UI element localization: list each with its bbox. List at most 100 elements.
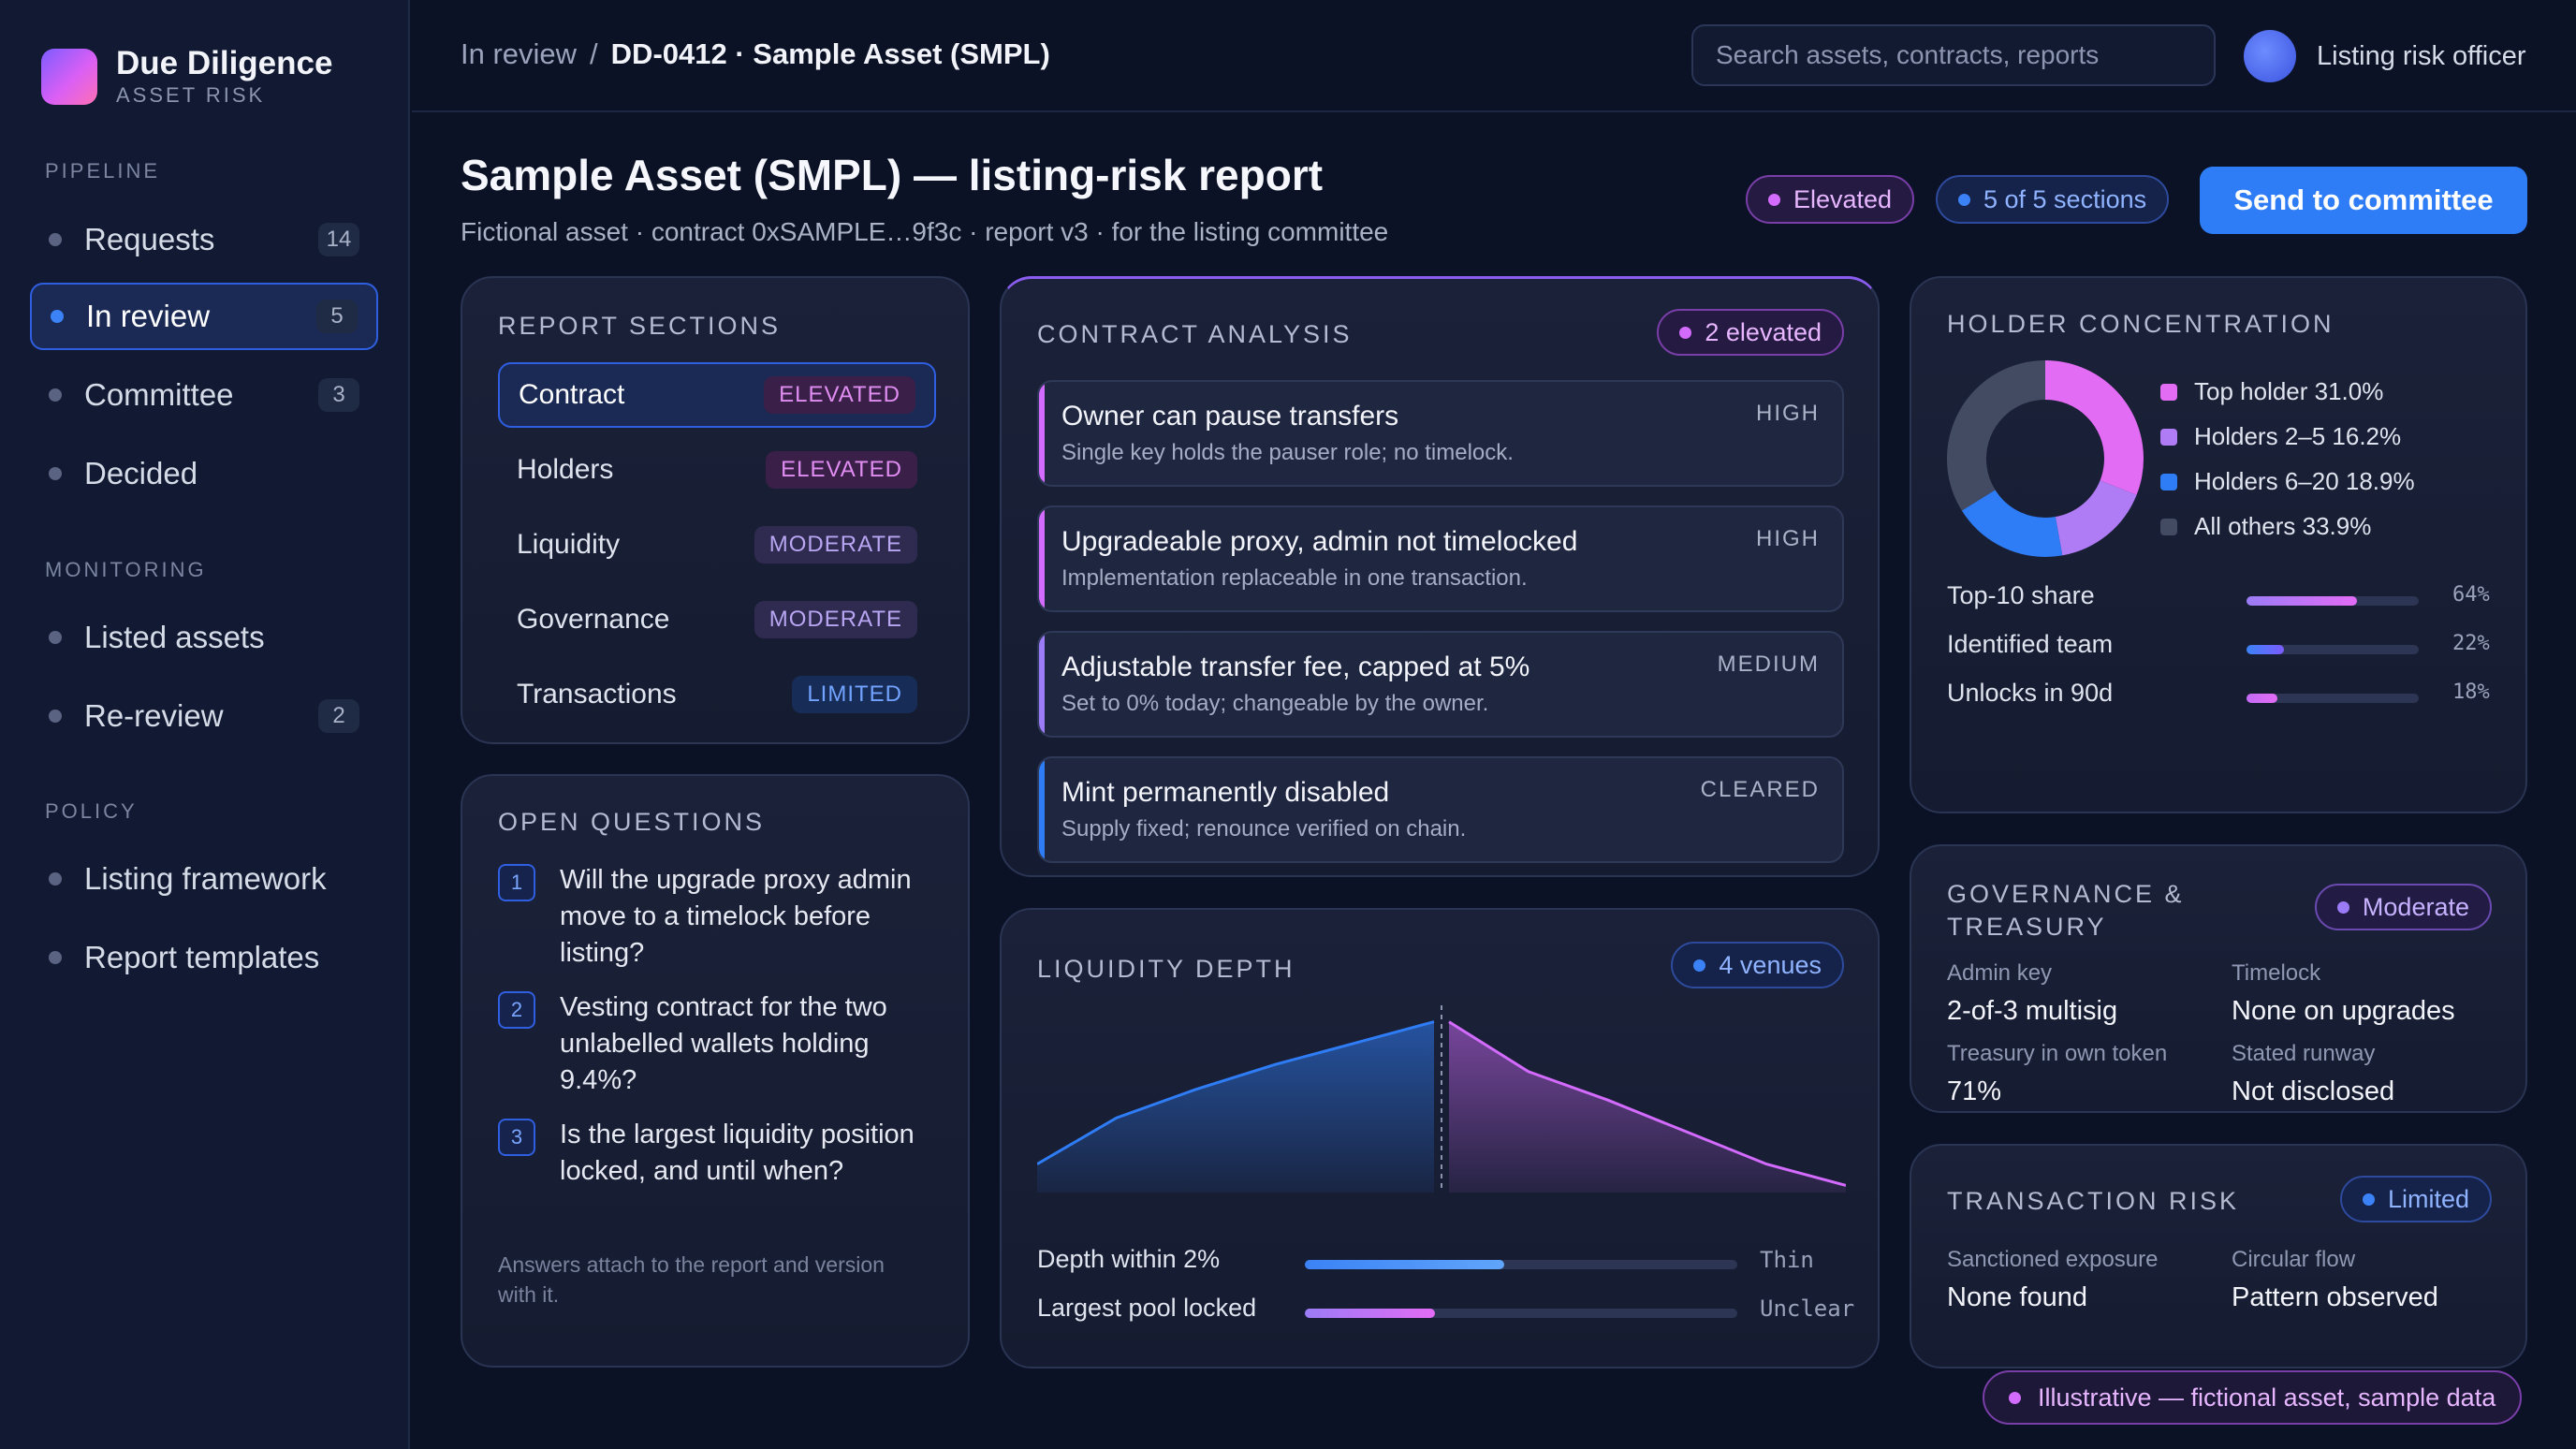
transaction-risk-title: TRANSACTION RISK — [1947, 1187, 2240, 1215]
donut-segment-3 — [1947, 360, 2144, 557]
metric-fill-bar — [2247, 694, 2278, 703]
field-label: Timelock — [2232, 960, 2321, 986]
brand[interactable]: Due Diligence ASSET RISK — [41, 45, 332, 109]
metric-top10-share: Top-10 share 64% — [1947, 581, 2509, 619]
legend-item: Top holder 31.0% — [2160, 377, 2383, 406]
illustrative-notice-label: Illustrative — fictional asset, sample d… — [2038, 1383, 2496, 1412]
metric-track — [2247, 645, 2419, 654]
finding-description: Single key holds the pauser role; no tim… — [1061, 440, 1514, 465]
dot-icon — [1693, 959, 1706, 972]
send-to-committee-button[interactable]: Send to committee — [2200, 167, 2527, 234]
breadcrumb-parent-link[interactable]: In review — [461, 37, 578, 70]
transaction-level-label: Limited — [2387, 1184, 2469, 1213]
dot-icon — [2362, 1193, 2375, 1206]
nav-dot-icon — [49, 631, 62, 644]
nav-count-badge: 5 — [316, 300, 358, 333]
sidebar-item-listed-assets[interactable]: Listed assets — [30, 604, 378, 671]
brand-subtitle: ASSET RISK — [116, 83, 266, 107]
finding-card[interactable]: Upgradeable proxy, admin not timelocked … — [1037, 505, 1844, 612]
report-sections-title: REPORT SECTIONS — [498, 312, 782, 340]
legend-swatch — [2160, 428, 2177, 446]
finding-description: Implementation replaceable in one transa… — [1061, 565, 1528, 591]
sidebar-item-label: In review — [86, 299, 211, 333]
nav-section-monitoring: MONITORING — [45, 558, 207, 581]
governance-title: GOVERNANCE & TREASURY — [1947, 878, 2185, 944]
question-text: Vesting contract for the two unlabelled … — [560, 992, 887, 1095]
severity-badge: LIMITED — [792, 676, 917, 713]
field-value: Not disclosed — [2232, 1076, 2395, 1106]
brand-logo — [41, 49, 97, 105]
sidebar-item-requests[interactable]: Requests 14 — [30, 206, 378, 273]
finding-description: Set to 0% today; changeable by the owner… — [1061, 691, 1489, 716]
finding-severity: CLEARED — [1700, 777, 1820, 802]
question-item[interactable]: 3 Is the largest liquidity position lock… — [498, 1117, 938, 1190]
transaction-risk-card: TRANSACTION RISK Limited Sanctioned expo… — [1910, 1144, 2527, 1368]
page-subtitle: Fictional asset · contract 0xSAMPLE…9f3c… — [461, 217, 1389, 246]
illustrative-notice-pill: Illustrative — fictional asset, sample d… — [1983, 1370, 2523, 1425]
sidebar-item-label: Committee — [84, 377, 234, 412]
section-row-holders[interactable]: Holders ELEVATED — [498, 437, 936, 503]
sidebar-item-label: Listing framework — [84, 861, 327, 896]
severity-bar — [1039, 758, 1045, 861]
section-row-liquidity[interactable]: Liquidity MODERATE — [498, 512, 936, 578]
liquidity-row-label: Depth within 2% — [1037, 1245, 1221, 1273]
sidebar-item-re-review[interactable]: Re-review 2 — [30, 682, 378, 750]
metric-value: 64% — [2452, 583, 2490, 607]
elevated-count-pill: 2 elevated — [1657, 309, 1844, 356]
question-number: 1 — [498, 864, 535, 901]
dot-icon — [1679, 326, 1692, 339]
section-row-contract[interactable]: Contract ELEVATED — [498, 362, 936, 428]
finding-card[interactable]: Adjustable transfer fee, capped at 5% Se… — [1037, 631, 1844, 738]
nav-dot-icon — [51, 310, 64, 323]
severity-bar — [1039, 507, 1045, 610]
finding-card[interactable]: Mint permanently disabled Supply fixed; … — [1037, 756, 1844, 863]
user-menu[interactable]: Listing risk officer — [2244, 30, 2526, 82]
legend-item: Holders 6–20 18.9% — [2160, 467, 2415, 496]
question-item[interactable]: 2 Vesting contract for the two unlabelle… — [498, 989, 938, 1099]
severity-badge: ELEVATED — [766, 451, 917, 489]
field-label: Treasury in own token — [1947, 1041, 2168, 1066]
finding-severity: HIGH — [1756, 401, 1820, 426]
section-row-governance[interactable]: Governance MODERATE — [498, 587, 936, 652]
sidebar-item-decided[interactable]: Decided — [30, 440, 378, 507]
bid-depth-line — [1037, 1020, 1435, 1165]
metric-identified-team: Identified team 22% — [1947, 630, 2509, 667]
question-number: 2 — [498, 991, 535, 1029]
sidebar: Due Diligence ASSET RISK PIPELINE Reques… — [0, 0, 410, 1449]
section-label: Holders — [517, 454, 614, 485]
sidebar-item-committee[interactable]: Committee 3 — [30, 361, 378, 429]
contract-analysis-title: CONTRACT ANALYSIS — [1037, 320, 1353, 348]
legend-label: Top holder 31.0% — [2194, 377, 2384, 405]
sections-progress-label: 5 of 5 sections — [1983, 184, 2147, 213]
metric-unlocks-90d: Unlocks in 90d 18% — [1947, 679, 2509, 716]
severity-badge: ELEVATED — [764, 376, 915, 414]
legend-item: All others 33.9% — [2160, 512, 2371, 541]
finding-card[interactable]: Owner can pause transfers Single key hol… — [1037, 380, 1844, 487]
dot-icon — [1958, 193, 1970, 206]
sidebar-item-listing-framework[interactable]: Listing framework — [30, 845, 378, 913]
section-row-transactions[interactable]: Transactions LIMITED — [498, 662, 936, 727]
ask-depth-area — [1449, 1021, 1846, 1193]
liquidity-fill-bar — [1305, 1309, 1435, 1318]
metric-fill-bar — [2247, 645, 2285, 654]
open-questions-card: OPEN QUESTIONS 1 Will the upgrade proxy … — [461, 774, 970, 1368]
brand-title: Due Diligence — [116, 45, 333, 81]
breadcrumb-separator: / — [590, 37, 598, 70]
legend-swatch — [2160, 473, 2177, 490]
dot-icon — [2336, 900, 2349, 914]
nav-count-badge: 3 — [318, 378, 359, 412]
nav-section-pipeline: PIPELINE — [45, 159, 161, 183]
nav-dot-icon — [49, 872, 62, 886]
holder-donut-chart — [1947, 360, 2144, 557]
question-item[interactable]: 1 Will the upgrade proxy admin move to a… — [498, 862, 938, 972]
field-label: Circular flow — [2232, 1247, 2356, 1272]
liquidity-track — [1305, 1260, 1737, 1269]
sidebar-item-report-templates[interactable]: Report templates — [30, 924, 378, 991]
sidebar-item-in-review[interactable]: In review 5 — [30, 283, 378, 350]
venues-count-pill: 4 venues — [1671, 942, 1844, 988]
avatar — [2244, 30, 2296, 82]
metric-label: Top-10 share — [1947, 581, 2095, 609]
search-input[interactable]: Search assets, contracts, reports — [1691, 24, 2216, 86]
dot-icon — [1768, 193, 1780, 206]
legend-item: Holders 2–5 16.2% — [2160, 422, 2401, 451]
